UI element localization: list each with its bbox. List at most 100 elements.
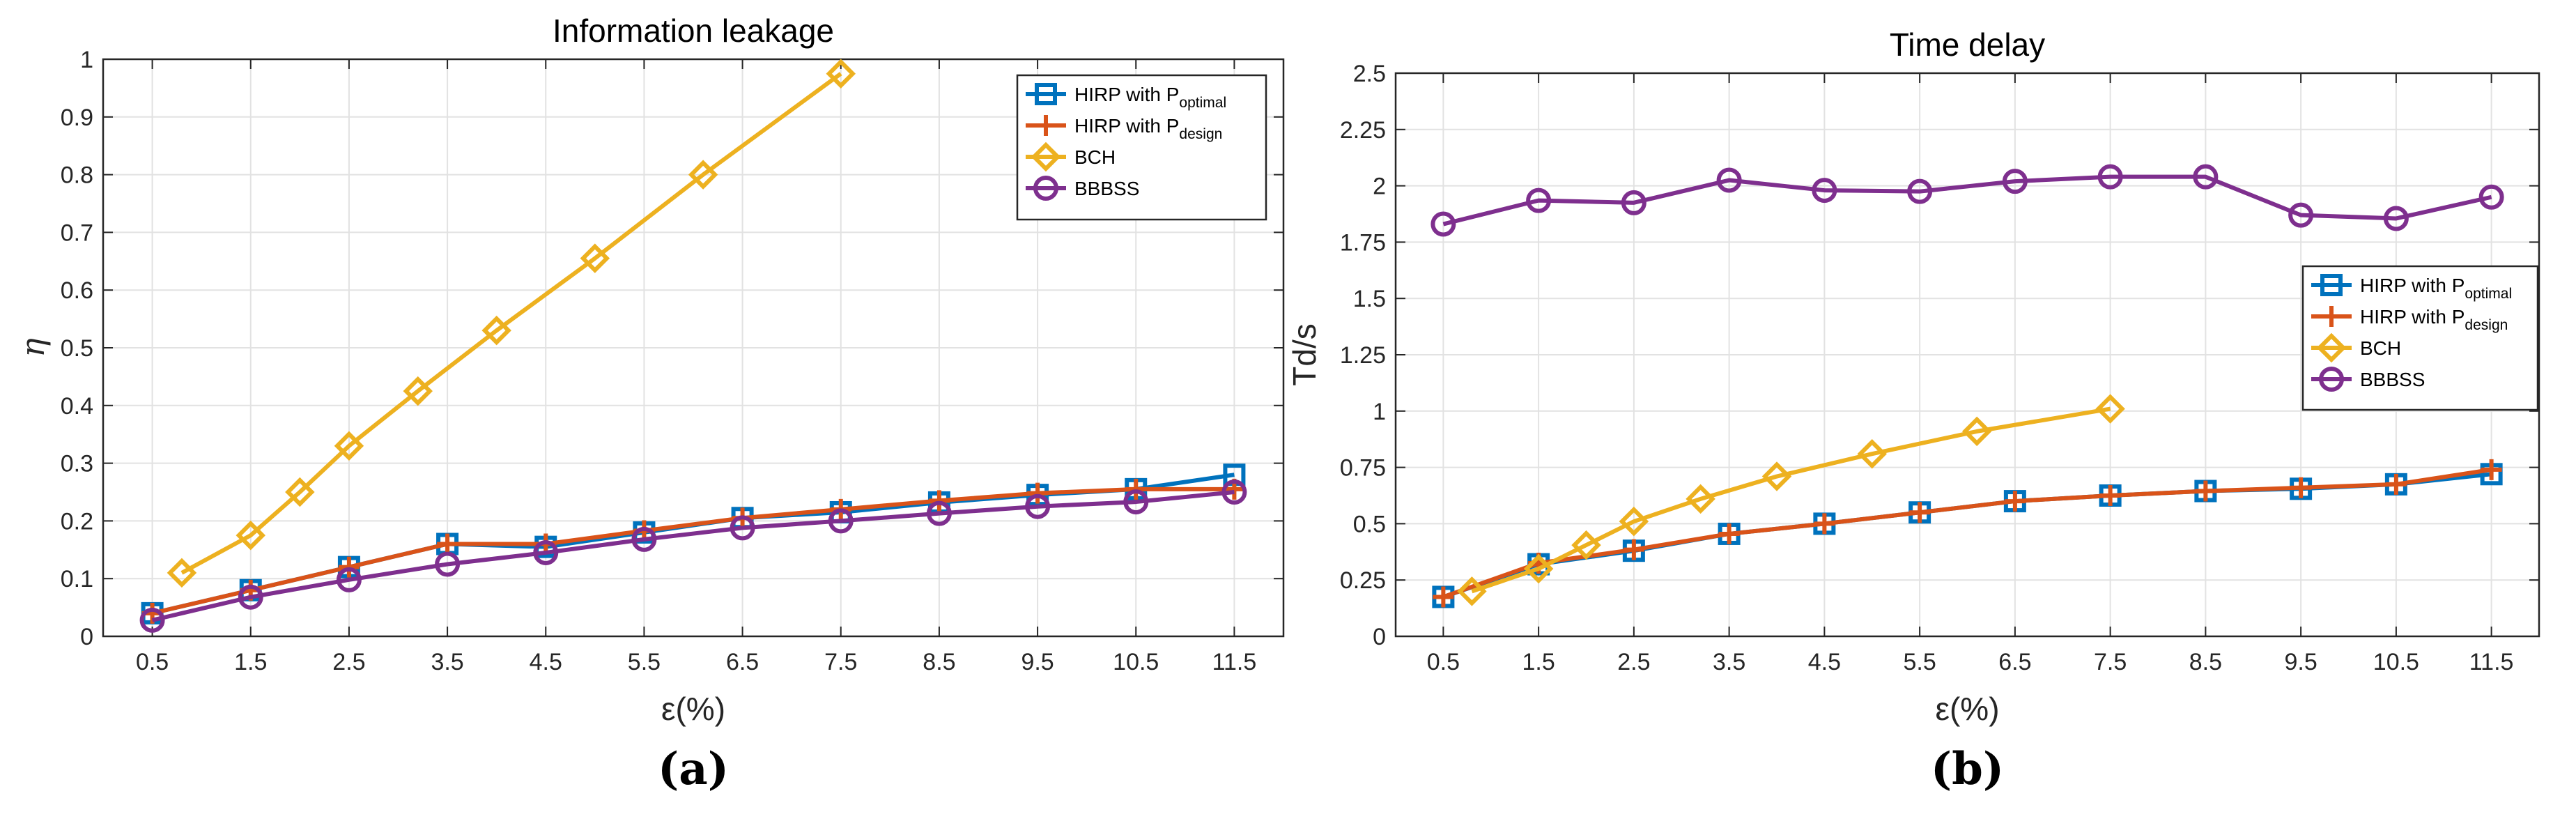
series-line (1442, 467, 2492, 599)
x-axis-label: ε(%) (1935, 691, 1999, 727)
series-line (1442, 174, 2492, 227)
series-bbbss (139, 480, 1247, 633)
panel-label: (a) (658, 743, 729, 795)
data-point (1814, 513, 1835, 535)
x-tick-label: 10.5 (1113, 649, 1159, 675)
data-point (1523, 553, 1554, 584)
y-axis-label: η (14, 338, 52, 358)
series-line (151, 486, 1235, 615)
legend-marker (2316, 332, 2347, 363)
data-point (1812, 178, 1837, 204)
data-point (533, 539, 559, 565)
legend-marker (2320, 274, 2343, 296)
data-point (1619, 506, 1649, 537)
x-tick-label: 5.5 (1903, 649, 1936, 675)
x-tick-label: 0.5 (1427, 649, 1460, 675)
data-point (828, 508, 854, 534)
legend-label-text: HIRP with P (1074, 115, 1179, 137)
x-tick-label: 8.5 (2189, 649, 2222, 675)
data-point (338, 556, 360, 578)
legend-marker (1035, 115, 1056, 136)
panel-label: (b) (1931, 743, 2004, 795)
data-point (926, 500, 952, 526)
x-tick-label: 6.5 (726, 649, 759, 675)
data-point (1526, 187, 1552, 213)
legend-label: HIRP with Poptimal (2360, 275, 2512, 302)
series-bch (167, 59, 856, 588)
legend-marker (1031, 141, 1061, 172)
y-tick-label: 0.6 (61, 277, 93, 304)
data-point (1621, 190, 1646, 215)
data-point (437, 533, 458, 555)
x-tick-label: 3.5 (1713, 649, 1745, 675)
chart-title: Information leakage (553, 13, 834, 49)
data-point (1433, 586, 1454, 608)
legend-label-text: HIRP with P (1074, 84, 1179, 105)
chart-time-delay: 0.5 1.5 2.5 3.5 4.5 5.5 6.5 7.5 8.5 9.5 10.5 11.500… (1286, 26, 2540, 795)
legend-label-subscript: design (1179, 126, 1222, 142)
x-tick-label: 1.5 (1522, 649, 1555, 675)
x-tick-label: 4.5 (530, 649, 562, 675)
x-tick-label: 8.5 (923, 649, 955, 675)
y-tick-label: 1.5 (1353, 286, 1386, 312)
data-point (1716, 167, 1742, 193)
data-point (2288, 202, 2314, 228)
series-bch (1457, 394, 2125, 606)
y-tick-label: 0.5 (1353, 511, 1386, 537)
chart-information-leakage: 0.5 1.5 2.5 3.5 4.5 5.5 6.5 7.5 8.5 9.5 10.5 11.500… (14, 13, 1285, 795)
legend-label: BBBSS (1074, 178, 1139, 199)
y-tick-label: 0 (80, 624, 93, 650)
data-point (334, 431, 364, 461)
x-tick-label: 11.5 (2469, 649, 2514, 675)
data-point (2195, 480, 2216, 502)
x-tick-label: 5.5 (628, 649, 661, 675)
data-point (481, 315, 511, 346)
y-tick-label: 0.8 (61, 162, 93, 189)
data-point (2002, 169, 2028, 194)
data-point (2481, 459, 2502, 480)
data-point (1961, 416, 1992, 447)
data-point (1761, 461, 1792, 491)
data-point (2478, 184, 2504, 210)
data-point (688, 160, 718, 190)
data-point (826, 59, 856, 89)
data-point (730, 515, 755, 541)
legend-label: HIRP with Pdesign (2360, 306, 2508, 333)
x-tick-label: 9.5 (1021, 649, 1054, 675)
data-point (1857, 438, 1887, 469)
legend-label-text: HIRP with P (2360, 275, 2465, 296)
y-tick-label: 0.9 (61, 105, 93, 131)
y-tick-label: 0.2 (61, 508, 93, 535)
y-tick-label: 2.25 (1340, 117, 1386, 144)
x-tick-label: 2.5 (332, 649, 365, 675)
data-point (1686, 484, 1715, 514)
data-point (580, 243, 610, 273)
x-tick-label: 4.5 (1808, 649, 1841, 675)
y-tick-label: 0.4 (61, 393, 93, 420)
data-point (1909, 502, 1931, 523)
chart-title: Time delay (1890, 26, 2045, 63)
y-tick-label: 1 (1373, 399, 1386, 425)
data-point (1457, 576, 1487, 606)
legend-label-text: BCH (1074, 146, 1116, 168)
series-line (1471, 406, 2111, 594)
data-point (1027, 482, 1049, 504)
y-tick-label: 0 (1373, 624, 1386, 650)
y-axis-label: Td/s (1286, 323, 1322, 385)
data-point (236, 520, 265, 551)
series-line (151, 490, 1235, 622)
data-point (2383, 206, 2409, 231)
legend-marker (1033, 176, 1058, 201)
y-tick-label: 0.3 (61, 451, 93, 477)
data-point (285, 477, 315, 507)
legend-label: HIRP with Pdesign (1074, 115, 1222, 142)
data-point (336, 567, 362, 592)
x-tick-label: 6.5 (1998, 649, 2031, 675)
legend-label: BCH (2360, 337, 2401, 359)
data-point (2095, 394, 2125, 424)
series-line (180, 72, 842, 575)
legend-label-text: BBBSS (2360, 369, 2425, 390)
legend: HIRP with Poptimal HIRP with Pdesign BCH BB… (2301, 265, 2539, 411)
x-tick-label: 1.5 (234, 649, 267, 675)
